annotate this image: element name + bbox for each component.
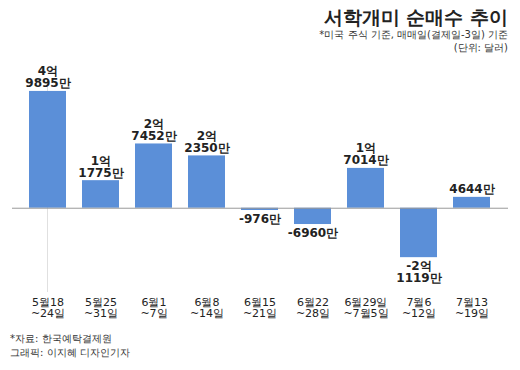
- html-text:*자료: 한국예탁결제원: *자료: 한국예탁결제원: [10, 333, 112, 344]
- svg-text:6월1~7일: 6월1~7일: [140, 296, 167, 320]
- svg-text:1억7014만: 1억7014만: [343, 141, 388, 167]
- svg-text:2억7452만: 2억7452만: [131, 117, 176, 143]
- svg-text:4644만: 4644만: [449, 182, 494, 196]
- svg-text:2억2350만: 2억2350만: [184, 129, 229, 155]
- svg-text:5월18~24일: 5월18~24일: [31, 296, 65, 320]
- svg-text:-976만: -976만: [239, 212, 281, 226]
- svg-text:6월15~21일: 6월15~21일: [243, 296, 277, 320]
- svg-text:-6960만: -6960만: [288, 226, 338, 240]
- svg-text:6월8~14일: 6월8~14일: [190, 296, 224, 320]
- svg-text:-2억1119만: -2억1119만: [396, 259, 441, 285]
- html-text:(단위: 달러): (단위: 달러): [453, 42, 508, 53]
- svg-text:6월29일~7월5일: 6월29일~7월5일: [343, 296, 388, 320]
- svg-text:6월22~28일: 6월22~28일: [296, 296, 330, 320]
- svg-text:1억1775만: 1억1775만: [78, 154, 123, 180]
- html-text:*미국 주식 기준, 매매일(결제일-3일) 기준: *미국 주식 기준, 매매일(결제일-3일) 기준: [319, 29, 508, 40]
- html-text:그래픽: 이지혜 디자인기자: 그래픽: 이지혜 디자인기자: [10, 347, 130, 358]
- svg-text:5월25~31일: 5월25~31일: [84, 296, 118, 320]
- html-text:서학개미 순매수 추이: 서학개미 순매수 추이: [323, 6, 508, 28]
- svg-text:4억9895만: 4억9895만: [25, 64, 70, 90]
- svg-text:7월13~19일: 7월13~19일: [455, 296, 489, 320]
- svg-text:7월6~12일: 7월6~12일: [402, 296, 436, 320]
